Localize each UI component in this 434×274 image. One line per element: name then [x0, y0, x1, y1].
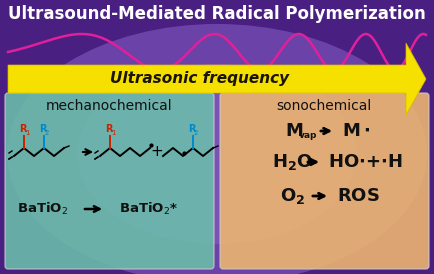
Text: BaTiO$_2$*: BaTiO$_2$* [118, 201, 178, 217]
Text: $\mathbf{vap}$: $\mathbf{vap}$ [298, 132, 318, 142]
Text: 2: 2 [45, 130, 49, 136]
Text: +: + [151, 144, 163, 159]
Text: 1: 1 [111, 130, 115, 136]
Text: mechanochemical: mechanochemical [46, 99, 172, 113]
Polygon shape [8, 43, 426, 115]
Text: $\mathbf{ROS}$: $\mathbf{ROS}$ [337, 187, 380, 205]
Text: R: R [188, 124, 196, 134]
Ellipse shape [7, 24, 427, 274]
Text: Ultrasound-Mediated Radical Polymerization: Ultrasound-Mediated Radical Polymerizati… [8, 5, 426, 23]
Text: R: R [39, 124, 47, 134]
Text: 2: 2 [194, 130, 198, 136]
FancyBboxPatch shape [220, 93, 429, 269]
Text: R: R [105, 124, 113, 134]
Text: $\mathbf{M\cdot}$: $\mathbf{M\cdot}$ [342, 122, 370, 140]
Text: sonochemical: sonochemical [276, 99, 372, 113]
Ellipse shape [77, 64, 357, 244]
Text: $\mathbf{M}$: $\mathbf{M}$ [285, 122, 303, 140]
Text: $\mathbf{HO{\cdot}{+}{\cdot}H}$: $\mathbf{HO{\cdot}{+}{\cdot}H}$ [328, 153, 402, 171]
Text: Ultrasonic frequency: Ultrasonic frequency [110, 72, 289, 87]
Text: $\mathbf{O_2}$: $\mathbf{O_2}$ [280, 186, 305, 206]
Text: R: R [19, 124, 27, 134]
Text: $\mathbf{H_2O}$: $\mathbf{H_2O}$ [272, 152, 313, 172]
Text: 1: 1 [25, 130, 29, 136]
Text: BaTiO$_2$: BaTiO$_2$ [16, 201, 67, 217]
FancyBboxPatch shape [5, 93, 214, 269]
